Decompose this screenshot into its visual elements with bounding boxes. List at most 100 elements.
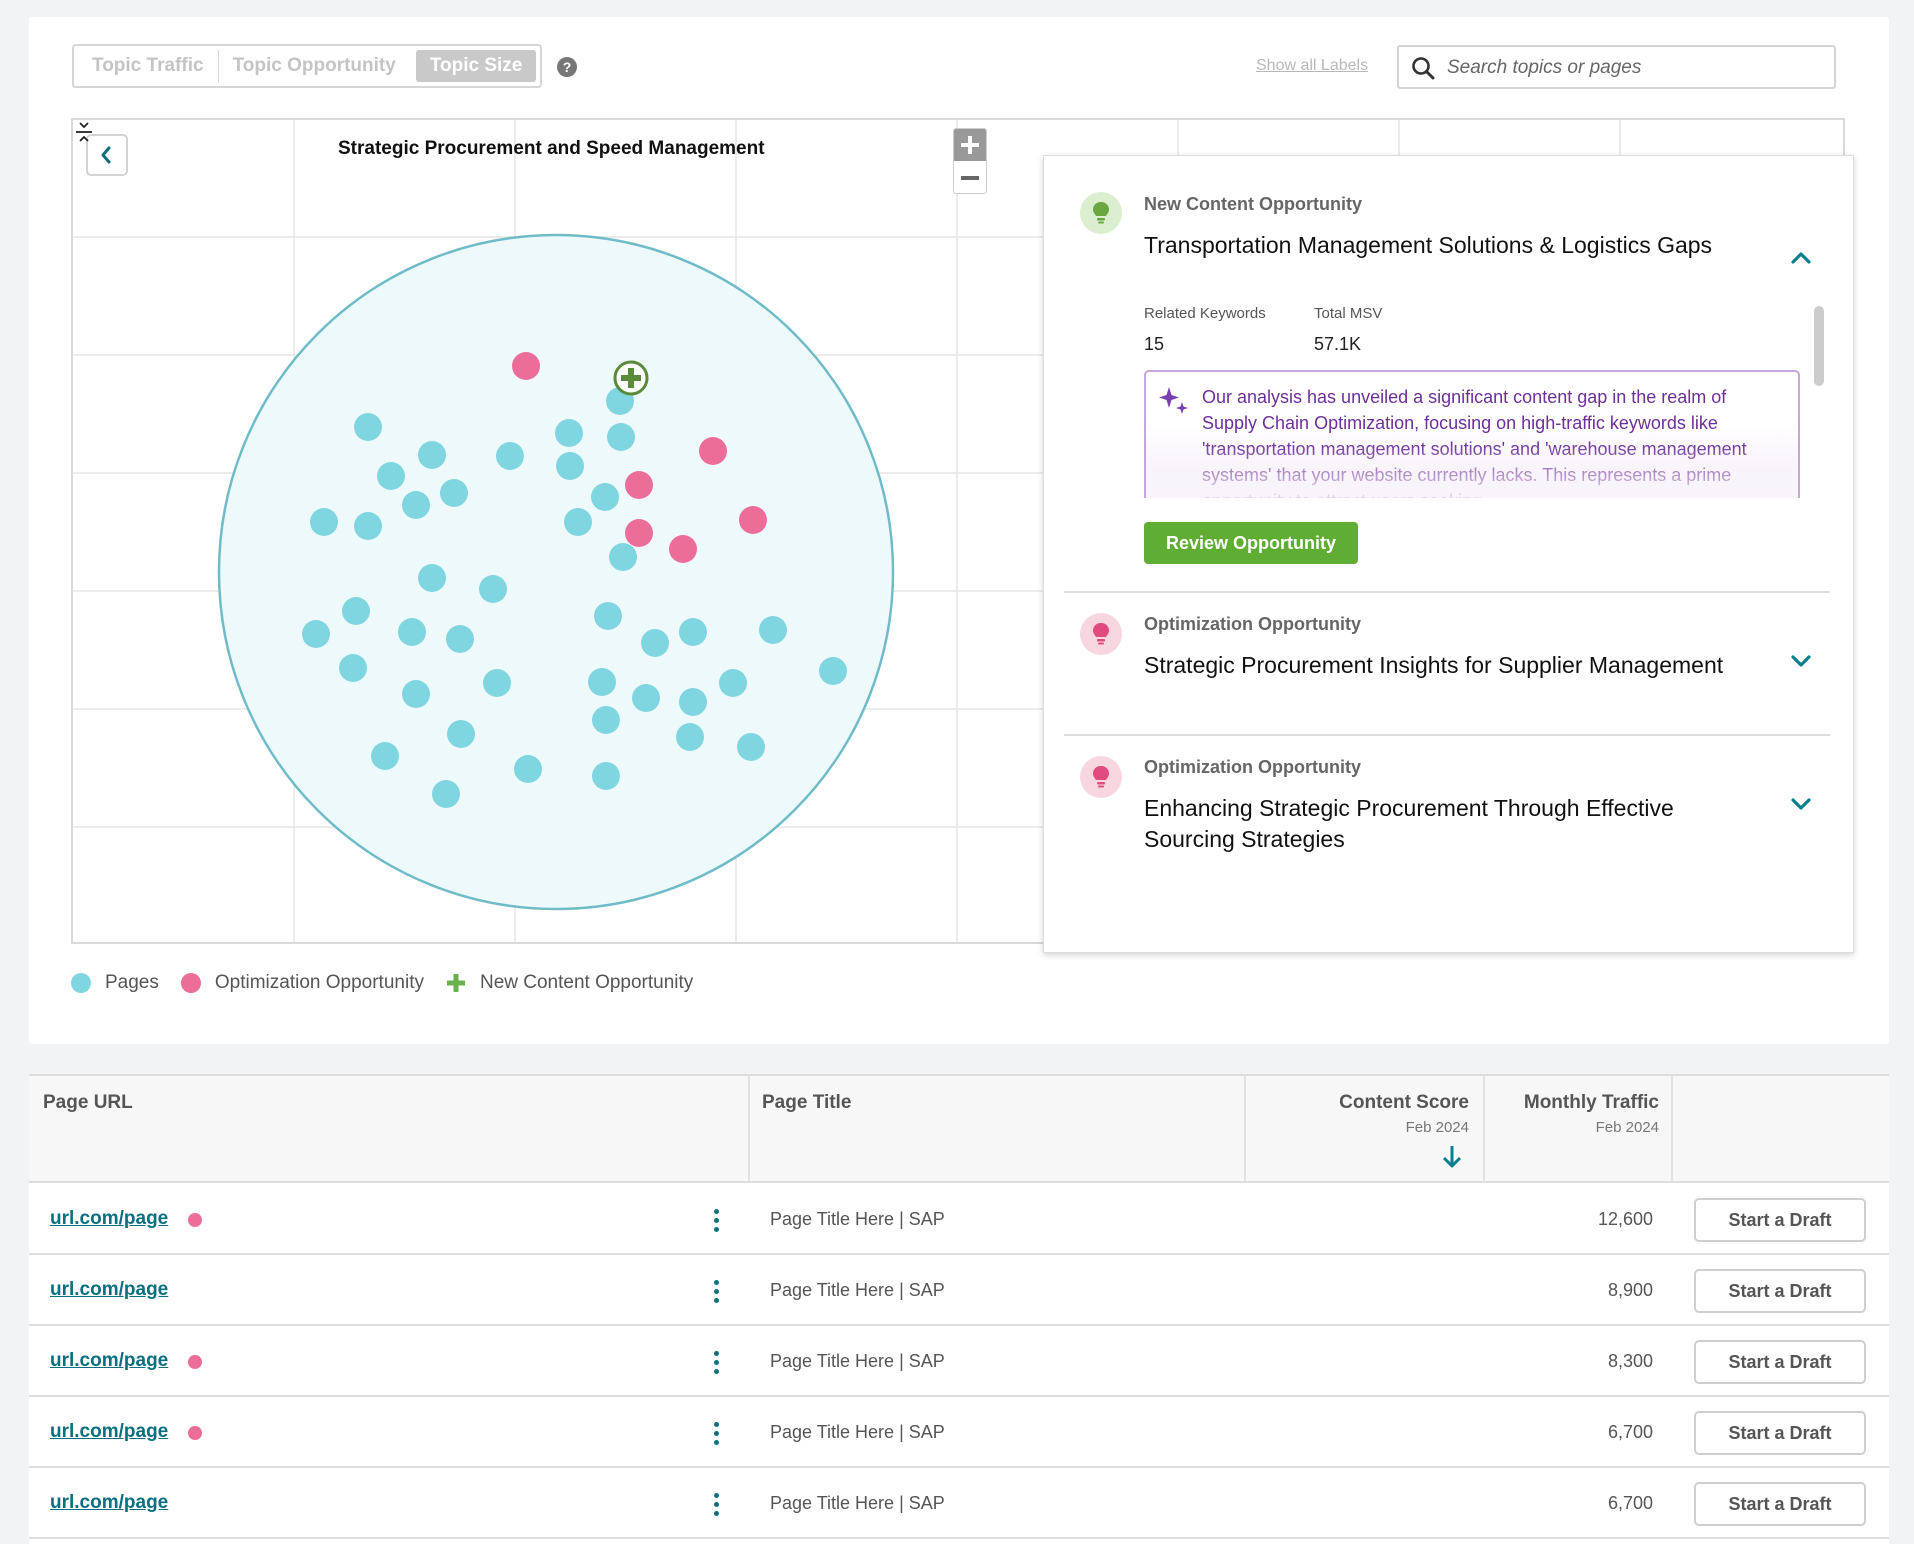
page-title-cell: Page Title Here | SAP <box>770 1209 945 1229</box>
page-point[interactable] <box>302 620 330 648</box>
monthly-traffic-cell: 12,600 <box>1597 1209 1653 1229</box>
collapse-icon[interactable] <box>73 120 95 146</box>
page-point[interactable] <box>588 668 616 696</box>
page-point[interactable] <box>594 602 622 630</box>
page-point[interactable] <box>354 413 382 441</box>
page-point[interactable] <box>339 654 367 682</box>
optimization-point[interactable] <box>669 535 697 563</box>
monthly-traffic-cell: 8,300 <box>1607 1351 1653 1371</box>
page-point[interactable] <box>641 629 669 657</box>
page-point[interactable] <box>679 688 707 716</box>
new-content-point[interactable] <box>613 360 649 396</box>
ai-summary-fade <box>1146 442 1798 498</box>
legend-swatch <box>71 973 91 993</box>
page-point[interactable] <box>555 419 583 447</box>
more-options-icon[interactable] <box>712 1422 720 1446</box>
page-url-link[interactable]: url.com/page <box>50 1208 169 1229</box>
more-options-icon[interactable] <box>712 1493 720 1517</box>
page-point[interactable] <box>514 755 542 783</box>
start-draft-button[interactable]: Start a Draft <box>1694 1269 1866 1313</box>
zoom-out-button[interactable] <box>954 162 986 194</box>
page-point[interactable] <box>377 462 405 490</box>
page-point[interactable] <box>483 669 511 697</box>
opportunity-title[interactable]: Enhancing Strategic Procurement Through … <box>1144 795 1674 852</box>
more-options-icon[interactable] <box>712 1351 720 1375</box>
page-point[interactable] <box>679 618 707 646</box>
more-options-icon[interactable] <box>712 1280 720 1304</box>
page-point[interactable] <box>609 543 637 571</box>
more-options-icon[interactable] <box>712 1209 720 1233</box>
zoom-in-button[interactable] <box>954 129 986 161</box>
optimization-point[interactable] <box>625 519 653 547</box>
metric-toggle: Topic Traffic Topic Opportunity Topic Si… <box>72 44 543 88</box>
optimization-point[interactable] <box>625 471 653 499</box>
page-point[interactable] <box>737 733 765 761</box>
page-point[interactable] <box>564 508 592 536</box>
question-circle-icon[interactable]: ? <box>557 57 577 77</box>
page-point[interactable] <box>607 423 635 451</box>
plus-icon <box>446 974 465 992</box>
page-point[interactable] <box>479 575 507 603</box>
start-draft-button[interactable]: Start a Draft <box>1694 1198 1866 1242</box>
chevron-down-icon[interactable] <box>1789 792 1813 816</box>
start-draft-button[interactable]: Start a Draft <box>1694 1482 1866 1526</box>
optimization-point[interactable] <box>512 352 540 380</box>
page-point[interactable] <box>592 762 620 790</box>
page-point[interactable] <box>556 452 584 480</box>
review-opportunity-button[interactable]: Review Opportunity <box>1144 522 1358 564</box>
chevron-up-icon[interactable] <box>1789 246 1813 270</box>
back-button[interactable] <box>86 134 128 176</box>
page-point[interactable] <box>632 684 660 712</box>
toggle-topic-traffic[interactable]: Topic Traffic <box>92 55 204 76</box>
panel-scrollbar[interactable] <box>1814 306 1824 386</box>
topic-cluster-circle[interactable] <box>217 233 895 911</box>
toggle-topic-size[interactable]: Topic Size <box>415 50 537 82</box>
page-point[interactable] <box>398 618 426 646</box>
related-keywords-label: Related Keywords <box>1144 305 1266 322</box>
page-point[interactable] <box>440 479 468 507</box>
start-draft-button[interactable]: Start a Draft <box>1694 1411 1866 1455</box>
page-point[interactable] <box>432 780 460 808</box>
page-point[interactable] <box>354 512 382 540</box>
page-point[interactable] <box>676 723 704 751</box>
page-point[interactable] <box>592 706 620 734</box>
page-point[interactable] <box>819 657 847 685</box>
column-content-score[interactable]: Content Score Feb 2024 <box>1246 1076 1485 1183</box>
page-point[interactable] <box>759 616 787 644</box>
opportunity-title[interactable]: Transportation Management Solutions & Lo… <box>1144 232 1713 258</box>
optimization-flag-dot <box>188 1355 202 1369</box>
page-point[interactable] <box>418 441 446 469</box>
column-date: Feb 2024 <box>1595 1119 1659 1136</box>
page-point[interactable] <box>310 508 338 536</box>
page-point[interactable] <box>402 680 430 708</box>
topic-map-card: Topic Traffic Topic Opportunity Topic Si… <box>29 17 1889 1044</box>
lightbulb-icon <box>1080 613 1122 655</box>
toggle-topic-opportunity[interactable]: Topic Opportunity <box>232 55 396 76</box>
column-monthly-traffic[interactable]: Monthly Traffic Feb 2024 <box>1485 1076 1673 1183</box>
start-draft-button[interactable]: Start a Draft <box>1694 1340 1866 1384</box>
search-input[interactable] <box>1447 55 1817 81</box>
show-all-labels-link[interactable]: Show all Labels <box>1256 57 1369 74</box>
opportunity-title[interactable]: Strategic Procurement Insights for Suppl… <box>1144 652 1724 678</box>
page-url-link[interactable]: url.com/page <box>50 1421 169 1442</box>
page-point[interactable] <box>402 491 430 519</box>
page-point[interactable] <box>447 720 475 748</box>
lightbulb-icon <box>1080 756 1122 798</box>
page-point[interactable] <box>496 442 524 470</box>
sort-arrow-down-icon[interactable] <box>1441 1144 1463 1170</box>
optimization-point[interactable] <box>699 437 727 465</box>
page-url-link[interactable]: url.com/page <box>50 1492 169 1513</box>
page-point[interactable] <box>591 483 619 511</box>
page-point[interactable] <box>719 669 747 697</box>
column-page-url[interactable]: Page URL <box>29 1076 750 1183</box>
column-page-title[interactable]: Page Title <box>750 1076 1246 1183</box>
page-url-link[interactable]: url.com/page <box>50 1350 169 1371</box>
page-point[interactable] <box>418 564 446 592</box>
table-row: url.com/page Page Title Here | SAP 12,600 S… <box>29 1185 1889 1255</box>
page-point[interactable] <box>371 742 399 770</box>
page-point[interactable] <box>446 625 474 653</box>
chevron-down-icon[interactable] <box>1789 649 1813 673</box>
page-point[interactable] <box>342 597 370 625</box>
page-url-link[interactable]: url.com/page <box>50 1279 169 1300</box>
optimization-point[interactable] <box>739 506 767 534</box>
